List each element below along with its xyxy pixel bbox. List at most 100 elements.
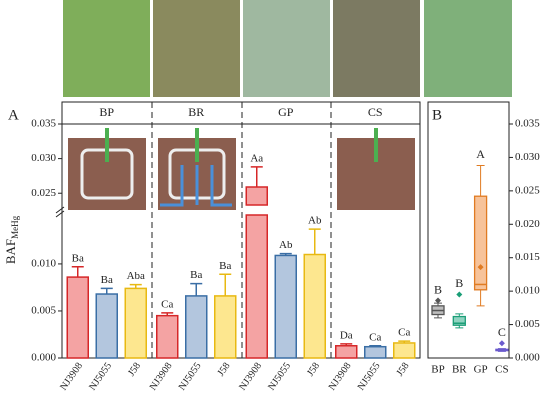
x-tick-label: NJ5055 [266,361,293,393]
y-tick-label: 0.015 [515,251,540,263]
x-tick-label: J58 [126,361,143,379]
y-tick-label: 0.010 [515,285,540,297]
y-tick-label: 0.005 [515,318,540,330]
group-label: GP [278,105,294,119]
axis-break [55,206,65,218]
bar [124,287,147,359]
error-bar [100,287,113,295]
significance-label: Ca [369,331,381,343]
bar [364,345,387,359]
panel-label: A [8,107,19,123]
significance-label: Ca [161,298,173,310]
significance-label: Aa [250,152,263,164]
significance-label: Ba [219,260,231,272]
x-tick-label: CS [495,364,508,376]
significance-label: B [455,276,463,290]
significance-label: B [434,282,442,296]
significance-label: Da [340,329,353,341]
x-tick-label: BR [452,364,467,376]
x-tick-label: J58 [305,361,322,379]
y-label-sub: MeHg [10,215,20,238]
photos [63,0,512,97]
x-tick-label: NJ5055 [356,361,383,393]
y-tick-label: 0.000 [515,352,540,364]
x-tick-label: NJ5055 [87,361,114,393]
error-bar [308,228,321,255]
x-tick-label: NJ3908 [237,361,264,393]
y-axis-label: BAFMeHg [3,215,20,264]
bar [95,293,118,359]
flow-arrows [160,165,232,207]
photo [153,0,240,97]
error-bar [129,283,142,289]
mean-marker [456,291,463,298]
significance-label: Ba [101,274,113,286]
group-label: BP [99,105,114,119]
box [473,195,488,291]
bar [335,345,358,359]
whisker [434,302,442,319]
panel-b-frame [427,101,510,359]
bar [393,342,416,359]
photo [243,0,330,97]
y-tick-label: 0.000 [31,352,56,364]
bar [245,214,268,359]
bar [245,186,268,206]
error-bar [279,252,292,256]
y-label-main: BAF [3,239,18,264]
significance-label: Ba [190,269,202,281]
x-tick-label: NJ5055 [177,361,204,393]
box [452,315,466,326]
error-bar [219,273,232,296]
illustrations [68,128,415,210]
significance-label: C [498,325,506,339]
x-tick-label: BP [431,364,444,376]
bar [274,254,297,359]
y-tick-label: 0.035 [31,118,56,130]
y-tick-label: 0.005 [31,304,56,316]
bar [214,295,237,359]
y-tick-label: 0.030 [515,151,540,163]
bar [66,276,89,359]
significance-label: Ca [398,327,410,339]
bar [156,314,179,359]
error-bar [398,340,411,343]
error-bar [340,343,353,346]
bar [185,295,208,359]
whisker [455,313,464,329]
photo [424,0,512,97]
x-tick-label: NJ3908 [148,361,175,393]
error-bar [369,345,382,347]
x-tick-label: GP [474,364,488,376]
error-bar [190,282,203,296]
error-bar [161,312,174,316]
bar [303,253,326,359]
y-tick-label: 0.010 [31,257,56,269]
error-bar [250,166,263,187]
significance-label: Ba [72,252,84,264]
y-tick-label: 0.025 [515,184,540,196]
mean-marker [477,264,484,271]
x-tick-label: NJ3908 [58,361,85,393]
mean-marker [435,297,441,304]
x-tick-label: J58 [395,361,412,379]
significance-label: Ab [279,239,293,251]
mean-marker [498,340,505,347]
group-label: BR [188,105,204,119]
error-bar [71,265,84,278]
whisker [476,164,485,307]
photo [333,0,420,97]
y-tick-label: 0.020 [515,218,540,230]
plants [105,128,378,162]
panel-label: B [432,107,442,123]
significance-label: Aba [127,270,145,282]
y-tick-label: 0.030 [31,152,56,164]
y-tick-label: 0.035 [515,118,540,130]
significance-label: A [476,147,485,161]
x-tick-label: J58 [216,361,233,379]
x-tick-label: NJ3908 [327,361,354,393]
photo [63,0,150,97]
group-label: CS [368,105,383,119]
y-tick-label: 0.025 [31,187,56,199]
